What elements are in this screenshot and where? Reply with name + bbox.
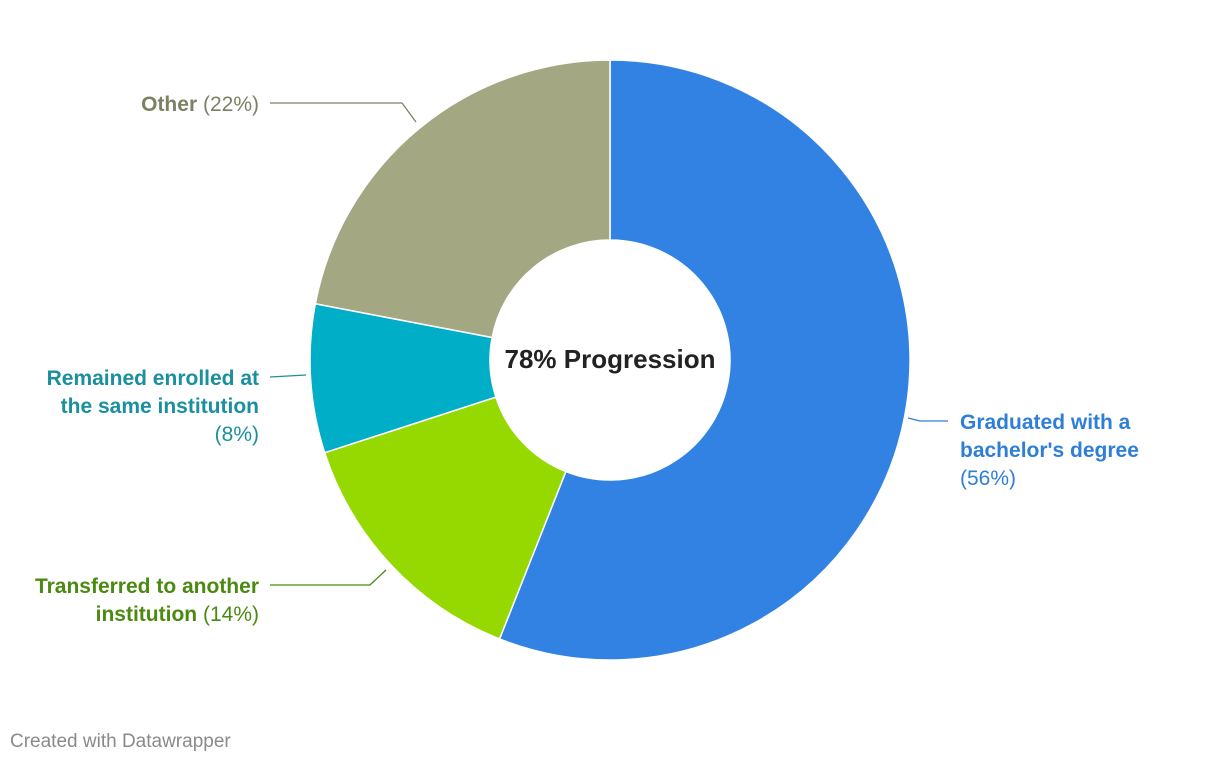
donut-slices: [309, 59, 911, 661]
slice-label-name: Remained enrolled at: [47, 367, 259, 390]
center-label: 78% Progression: [505, 344, 716, 374]
slice-1: [323, 396, 567, 640]
footer-credit: Created with Datawrapper: [10, 731, 231, 752]
slice-label-2: Remained enrolled at the same institution…: [47, 367, 259, 446]
leader-lines: [269, 102, 948, 586]
leader-line-2: [269, 374, 307, 378]
slice-value-label: (22%): [203, 93, 259, 116]
slice-label-0: Graduated with a bachelor's degree (56%): [960, 411, 1139, 490]
slice-label-name: bachelor's degree: [960, 439, 1139, 462]
slice-labels: Graduated with a bachelor's degree (56%) Tr…: [35, 93, 1139, 626]
leader-line-3: [270, 102, 417, 123]
slice-label-name: institution: [96, 603, 197, 626]
slice-label-name: Other: [141, 93, 197, 116]
slice-label-name: Transferred to another: [35, 575, 259, 598]
leader-line-0: [907, 417, 948, 422]
slice-value-label: (14%): [203, 603, 259, 626]
slice-label-3: Other (22%): [141, 93, 259, 116]
slice-label-name: the same institution: [61, 395, 259, 418]
slice-value-label: (8%): [215, 423, 259, 446]
slice-label-1: Transferred to another institution (14%): [35, 575, 259, 626]
slice-3: [314, 59, 611, 339]
slice-value-label: (56%): [960, 467, 1016, 490]
slice-label-name: Graduated with a: [960, 411, 1131, 434]
leader-line-1: [270, 569, 387, 586]
slice-0: [498, 59, 911, 661]
